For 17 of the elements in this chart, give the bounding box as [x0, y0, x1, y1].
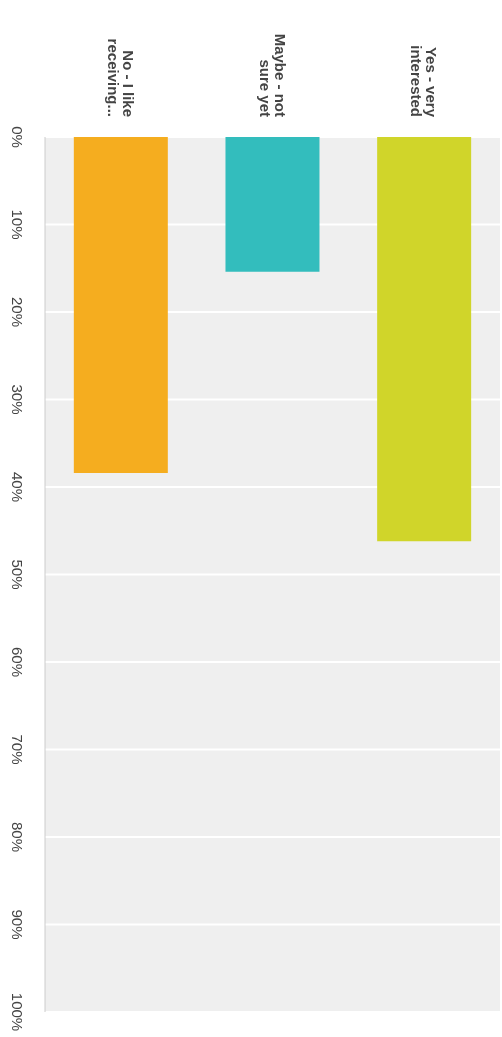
y-tick-label: 90%	[8, 909, 26, 940]
y-tick-label: 0%	[8, 126, 26, 148]
y-tick-label: 100%	[8, 992, 26, 1032]
x-tick-label: No - I like receiving...	[105, 38, 138, 117]
x-tick-label: Yes - very interested	[408, 45, 441, 118]
y-tick-label: 60%	[8, 646, 26, 678]
bar	[73, 137, 168, 473]
y-tick-label: 70%	[8, 734, 26, 765]
bar	[225, 137, 320, 272]
y-tick-label: 80%	[8, 821, 26, 853]
y-tick-label: 30%	[8, 384, 26, 415]
y-tick-label: 40%	[8, 471, 26, 503]
y-tick-label: 20%	[8, 296, 26, 328]
y-tick-label: 10%	[8, 209, 26, 240]
y-tick-label: 50%	[8, 559, 26, 590]
bar	[377, 137, 472, 542]
x-tick-label: Maybe - not sure yet	[256, 33, 289, 117]
